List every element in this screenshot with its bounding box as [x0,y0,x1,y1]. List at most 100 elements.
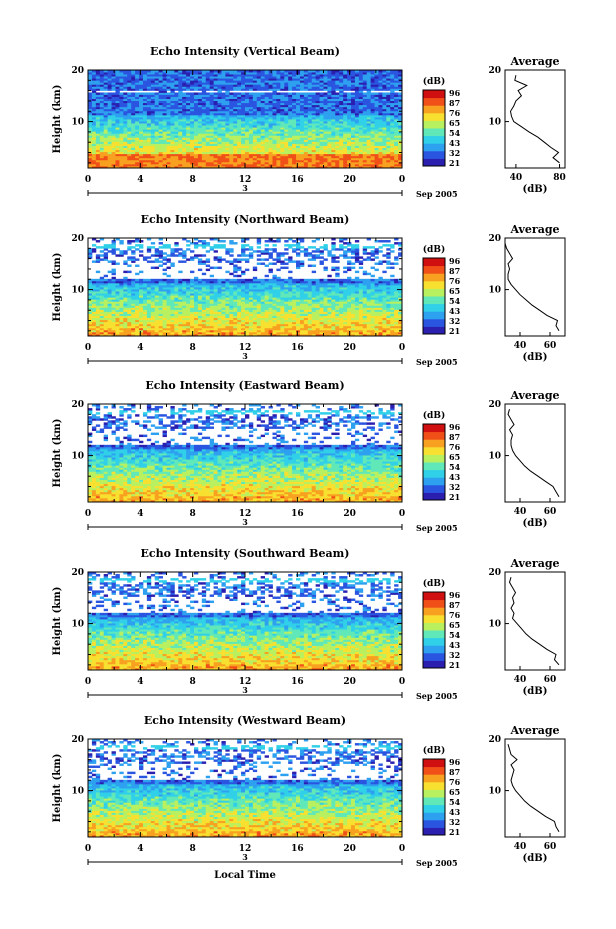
heatmap-cell [150,309,156,312]
heatmap-cell [280,84,285,87]
heatmap-cell [264,94,269,97]
heatmap-cell [264,102,269,106]
heatmap-cell [248,333,254,336]
heatmap-cell [146,80,152,83]
heatmap-cell [276,121,281,124]
heatmap-cell [209,72,215,75]
heatmap-cell [315,121,320,124]
heatmap-cell [299,307,305,310]
heatmap-cell [299,159,305,163]
heatmap-cell [323,317,328,321]
heatmap-cell [260,157,266,161]
heatmap-cell [99,76,105,79]
heatmap-cell [272,151,277,155]
heatmap-cell [288,70,293,73]
heatmap-cell [135,116,140,120]
heatmap-cell [99,82,105,85]
heatmap-cell [99,147,105,151]
heatmap-cell [272,125,277,128]
heatmap-cell [370,145,375,148]
heatmap-cell [146,70,152,73]
heatmap-cell [127,165,132,168]
heatmap-cell [197,102,203,106]
heatmap-cell [182,325,187,329]
heatmap-cell [343,84,348,87]
heatmap-cell [88,311,93,314]
heatmap-cell [327,121,332,124]
heatmap-cell [186,114,191,118]
heatmap-cell [229,116,234,120]
heatmap-cell [323,74,328,77]
heatmap-cell [331,80,336,83]
heatmap-cell [315,163,320,167]
heatmap-cell [205,119,211,122]
heatmap-cell [158,143,163,146]
heatmap-cell [252,119,258,122]
heatmap-cell [162,155,167,159]
heatmap-cell [190,321,195,325]
heatmap-cell [99,145,105,148]
heatmap-cell [280,74,285,77]
heatmap-cell [256,149,262,153]
heatmap-cell [370,311,375,314]
heatmap-cell [366,157,372,161]
heatmap-cell [245,74,250,77]
heatmap-cell [170,149,175,153]
heatmap-cell [335,147,340,151]
heatmap-cell [398,125,402,128]
heatmap-cell [307,116,313,120]
heatmap-cell [350,92,356,95]
heatmap-cell [142,159,148,163]
heatmap-cell [111,114,116,118]
heatmap-cell [127,78,132,81]
heatmap-cell [142,155,148,159]
heatmap-cell [370,149,375,153]
heatmap-cell [174,129,179,132]
heatmap-cell [91,129,97,132]
heatmap-cell [217,307,222,310]
heatmap-cell [366,161,372,165]
heatmap-cell [127,313,132,316]
heatmap-cell [225,78,230,81]
heatmap-cell [362,315,368,319]
heatmap-cell [119,94,124,97]
heatmap-cell [370,72,375,75]
heatmap-cell [186,70,191,73]
heatmap-cell [88,139,93,142]
heatmap-cell [315,123,320,126]
heatmap-cell [205,319,211,323]
heatmap-cell [229,139,234,142]
heatmap-cell [327,329,332,333]
heatmap-cell [150,143,156,146]
heatmap-cell [205,329,211,333]
heatmap-cell [280,325,285,329]
heatmap-cell [315,309,320,312]
heatmap-cell [248,135,254,138]
heatmap-cell [166,309,171,312]
heatmap-cell [162,98,167,102]
heatmap-cell [311,147,317,151]
heatmap-cell [362,106,368,110]
heatmap-cell [327,319,332,323]
heatmap-cell [390,125,395,128]
heatmap-cell [319,96,324,99]
heatmap-cell [166,165,171,168]
heatmap-cell [268,139,273,142]
heatmap-cell [276,163,281,167]
heatmap-cell [280,72,285,75]
heatmap-cell [233,307,238,310]
heatmap-cell [88,119,93,122]
heatmap-cell [248,88,254,91]
heatmap-cell [362,72,368,75]
heatmap-cell [335,141,340,144]
heatmap-cell [205,82,211,85]
heatmap-cell [115,84,120,87]
heatmap-cell [323,76,328,79]
heatmap-cell [225,157,230,161]
heatmap-cell [382,127,387,130]
heatmap-cell [248,94,254,97]
heatmap-cell [221,104,226,108]
heatmap-cell [394,131,399,134]
heatmap-cell [390,157,395,161]
heatmap-cell [237,155,242,159]
